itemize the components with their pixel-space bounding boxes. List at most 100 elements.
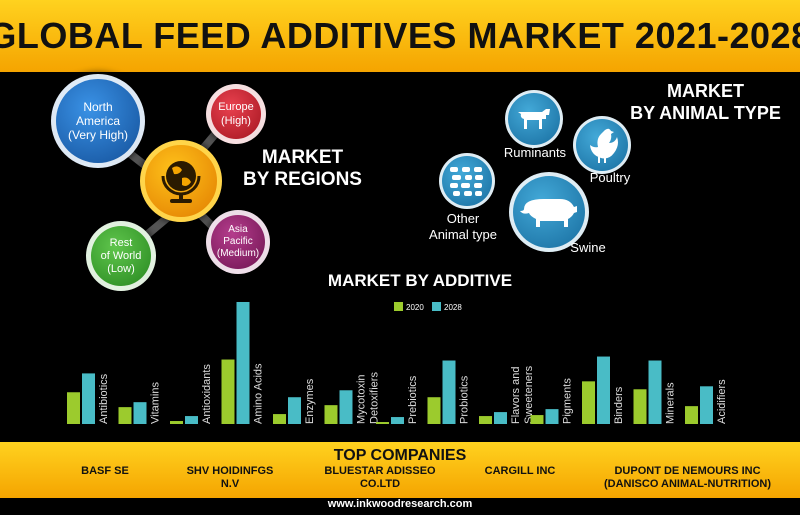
bar-2020-prebiotics	[376, 422, 389, 424]
bar-2028-prebiotics	[391, 417, 404, 424]
region-label: North	[83, 100, 113, 114]
bar-2020-flavors-and-sweeteners	[479, 416, 492, 424]
company-item: CARGILL INC	[465, 465, 575, 478]
company-name: BLUESTAR ADISSEO	[324, 465, 436, 477]
region-level: (Low)	[107, 262, 135, 275]
globe-icon	[161, 161, 201, 203]
category-label: Antioxidants	[201, 364, 213, 424]
other-animal-label: Other Animal type	[408, 211, 518, 243]
legend-label: 2020	[406, 303, 424, 312]
company-item: BASF SE	[55, 465, 155, 478]
bar-2020-enzymes	[273, 414, 286, 424]
bar-2028-enzymes	[288, 397, 301, 424]
other-animal-circle	[439, 153, 495, 209]
bar-2028-vitamins	[133, 402, 147, 424]
category-label: Amino Acids	[253, 363, 265, 424]
region-rest-of-world: Rest of World (Low)	[86, 221, 156, 291]
bar-2020-probiotics	[427, 397, 441, 424]
category-label: Detoxifiers	[369, 372, 381, 424]
region-label: America	[75, 114, 120, 128]
poultry-label: Poultry	[589, 170, 631, 185]
bar-2020-antibiotics	[67, 392, 80, 424]
legend-swatch-2020	[394, 302, 403, 311]
company-name: DUPONT DE NEMOURS INC	[614, 465, 761, 477]
category-label: Enzymes	[304, 378, 316, 424]
company-name: CARGILL INC	[484, 465, 556, 477]
bar-2028-mycotoxin-detoxifiers	[339, 390, 353, 424]
region-level: (Very High)	[67, 128, 129, 142]
company-item: DUPONT DE NEMOURS INC (DANISCO ANIMAL-NU…	[585, 465, 790, 491]
companies-banner: TOP COMPANIES BASF SE SHV HOIDINFGS N.V …	[0, 442, 800, 498]
other-animal-label-line: Animal type	[429, 227, 497, 242]
category-label: Antibiotics	[98, 373, 110, 424]
regions-heading: MARKET BY REGIONS	[240, 147, 365, 191]
company-item: BLUESTAR ADISSEO CO.LTD	[310, 465, 450, 491]
region-label: Europe	[218, 101, 254, 113]
bar-2028-antibiotics	[82, 373, 95, 424]
additive-bar-chart: 2020 2028 Antibiotics Vitamins Antioxidants A…	[67, 301, 728, 424]
bar-2028-acidifiers	[700, 386, 713, 424]
company-name: N.V	[220, 478, 240, 490]
region-north-america: North America (Very High)	[51, 74, 145, 168]
region-label: Asia	[228, 224, 248, 235]
category-label: Vitamins	[150, 382, 162, 424]
category-label: Sweeteners	[523, 365, 535, 424]
ruminants-circle	[505, 90, 563, 148]
category-label: Prebiotics	[407, 375, 419, 424]
region-label: Pacific	[223, 236, 253, 247]
bar-2020-pigments	[530, 415, 544, 424]
company-item: SHV HOIDINFGS N.V	[170, 465, 290, 491]
bar-2020-antioxidants	[170, 421, 183, 424]
regions-heading-line: BY REGIONS	[243, 169, 362, 190]
bar-2020-minerals	[633, 389, 647, 424]
bar-2028-amino-acids	[236, 301, 250, 424]
region-level: (High)	[221, 115, 251, 127]
category-label: Minerals	[665, 382, 677, 424]
company-name: BASF SE	[81, 465, 129, 477]
other-animal-label-line: Other	[446, 211, 480, 226]
bar-2020-binders	[582, 381, 595, 424]
swine-circle	[509, 172, 589, 252]
region-asia-pacific: Asia Pacific (Medium)	[206, 210, 270, 274]
region-europe: Europe (High)	[206, 84, 266, 144]
category-label: Acidifiers	[716, 379, 728, 424]
category-label: Probiotics	[459, 375, 471, 424]
bar-2028-antioxidants	[185, 416, 198, 424]
bar-2028-probiotics	[442, 360, 456, 424]
bar-2020-amino-acids	[221, 359, 235, 424]
category-label: Flavors and	[510, 367, 522, 424]
animals-icon	[450, 167, 483, 196]
ruminants-label: Ruminants	[503, 145, 567, 160]
bar-2028-binders	[597, 356, 610, 424]
company-name: (DANISCO ANIMAL-NUTRITION)	[603, 478, 771, 490]
region-level: (Medium)	[216, 248, 260, 259]
category-label: Mycotoxin	[356, 374, 368, 424]
bar-2020-mycotoxin-detoxifiers	[324, 405, 338, 424]
company-name: SHV HOIDINFGS	[186, 465, 274, 477]
bar-2028-minerals	[648, 360, 662, 424]
cow-icon	[518, 109, 550, 129]
page-title: GLOBAL FEED ADDITIVES MARKET 2021-2028	[0, 15, 800, 56]
category-label: Pigments	[562, 378, 574, 424]
animal-heading-line: MARKET	[667, 81, 744, 101]
legend-label: 2028	[444, 303, 462, 312]
legend-swatch-2028	[432, 302, 441, 311]
category-label: Binders	[613, 386, 625, 424]
region-label: Rest	[109, 236, 133, 249]
company-name: CO.LTD	[359, 478, 401, 490]
bar-2028-pigments	[545, 409, 559, 424]
regions-heading-line: MARKET	[261, 147, 344, 168]
animal-heading: MARKET BY ANIMAL TYPE	[613, 80, 798, 124]
swine-label: Swine	[570, 240, 606, 255]
bar-2020-acidifiers	[685, 406, 698, 424]
chart-title: MARKET BY ADDITIVE	[327, 271, 513, 290]
region-label: of World	[100, 249, 142, 262]
pig-icon	[520, 199, 577, 227]
bar-2020-vitamins	[118, 407, 132, 424]
title-banner: GLOBAL FEED ADDITIVES MARKET 2021-2028	[0, 0, 800, 72]
chicken-icon	[590, 128, 618, 163]
poultry-circle	[573, 116, 631, 174]
companies-heading: TOP COMPANIES	[333, 447, 467, 464]
bar-2028-flavors-and-sweeteners	[494, 412, 507, 424]
regions-hub	[140, 140, 222, 222]
